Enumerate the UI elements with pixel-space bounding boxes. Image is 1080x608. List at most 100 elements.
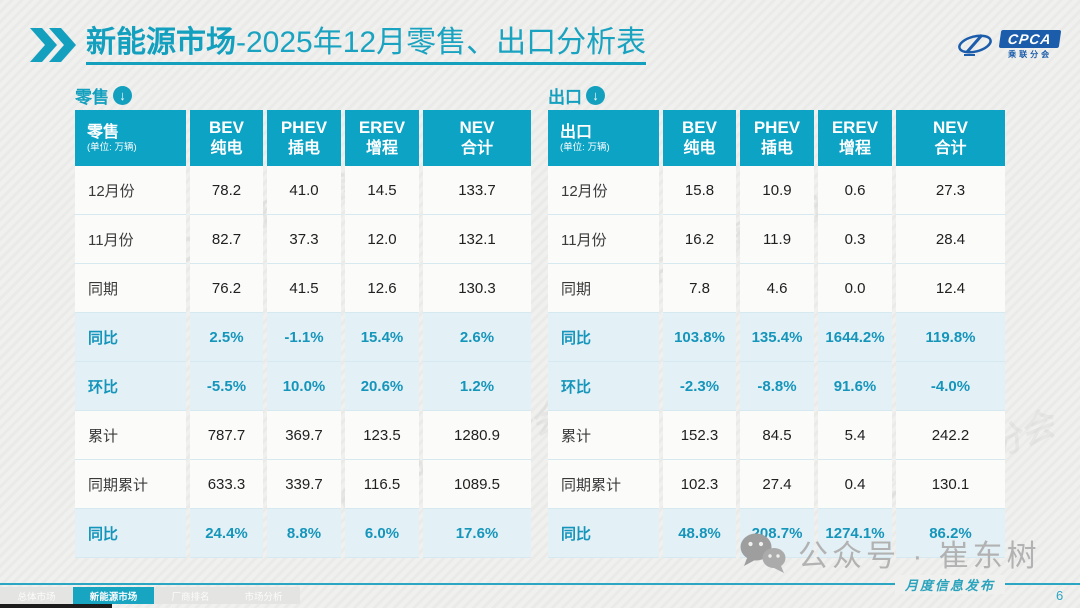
bottom-tab[interactable]: 厂商排名: [171, 591, 210, 603]
double-chevron-icon: [30, 28, 76, 62]
table-cell: 84.5: [740, 411, 814, 460]
table-cell: 0.3: [818, 215, 892, 264]
bottom-tab-bar: 总体市场 新能源市场 厂商排名 市场分析: [0, 587, 300, 604]
cpca-logo-subtext: 乘联分会: [1008, 50, 1053, 59]
table-header-row: 零售 (单位: 万辆) BEV 纯电 PHEV 插电 EREV 增程 NEV 合计: [75, 110, 531, 166]
row-label: 环比: [75, 362, 186, 411]
table-cell: -1.1%: [267, 313, 341, 362]
row-label: 同比: [75, 509, 186, 558]
column-abbr: EREV: [358, 118, 406, 138]
table-cell: 5.4: [818, 411, 892, 460]
table-cell: 10.0%: [267, 362, 341, 411]
wechat-account-text: 公众号 · 崔东树: [798, 540, 1041, 573]
tables-row: 零售 ↓ 零售 (单位: 万辆) BEV 纯电 PHEV 插电 EREV 增程 NEV 合计 12月…: [75, 84, 1005, 558]
table-cell: 133.7: [423, 166, 531, 215]
column-header-cell: PHEV 插电: [267, 110, 341, 166]
row-label: 同比: [75, 313, 186, 362]
column-name-cn: 合计: [934, 139, 967, 157]
table-cell: 12.4: [896, 264, 1005, 313]
table-cell: 15.4%: [345, 313, 419, 362]
table-cell: 41.0: [267, 166, 341, 215]
table-cell: -4.0%: [896, 362, 1005, 411]
row-label: 11月份: [75, 215, 186, 264]
table-row: 同期累计 102.3 27.4 0.4 130.1: [548, 460, 1005, 509]
slide-header: 新能源市场-2025年12月零售、出口分析表 CPCA 乘联分会: [30, 26, 1062, 65]
retail-section-label: 零售: [75, 87, 109, 107]
column-name-cn: 插电: [760, 139, 793, 157]
table-cell: 1089.5: [423, 460, 531, 509]
wechat-account-row: 公众号 · 崔东树: [738, 531, 1041, 575]
table-cell: 787.7: [190, 411, 263, 460]
export-table: 出口 (单位: 万辆) BEV 纯电 PHEV 插电 EREV 增程 NEV 合计 12月份 15.8…: [548, 110, 1005, 558]
table-unit-label: (单位: 万辆): [560, 141, 610, 153]
table-row: 12月份 15.8 10.9 0.6 27.3: [548, 166, 1005, 215]
table-cell: 116.5: [345, 460, 419, 509]
export-table-section: 出口 ↓ 出口 (单位: 万辆) BEV 纯电 PHEV 插电 EREV 增程 NEV 合计 12月…: [548, 84, 1005, 558]
table-cell: 130.1: [896, 460, 1005, 509]
column-abbr: BEV: [682, 118, 717, 138]
cpca-swoosh-icon: [958, 34, 993, 56]
table-row: 同期 76.2 41.5 12.6 130.3: [75, 264, 531, 313]
publish-label: 月度信息发布: [895, 575, 1006, 594]
table-cell: 24.4%: [190, 509, 263, 558]
table-row: 12月份 78.2 41.0 14.5 133.7: [75, 166, 531, 215]
column-header-cell: EREV 增程: [818, 110, 892, 166]
bottom-tab[interactable]: 新能源市场: [73, 587, 154, 604]
table-cell: -2.3%: [663, 362, 736, 411]
table-row: 环比 -2.3% -8.8% 91.6% -4.0%: [548, 362, 1005, 411]
table-corner-cell: 零售 (单位: 万辆): [75, 110, 186, 166]
table-cell: 130.3: [423, 264, 531, 313]
table-cell: 119.8%: [896, 313, 1005, 362]
table-cell: 0.6: [818, 166, 892, 215]
retail-table-section: 零售 ↓ 零售 (单位: 万辆) BEV 纯电 PHEV 插电 EREV 增程 NEV 合计 12月…: [75, 84, 531, 558]
retail-section-head: 零售 ↓: [75, 84, 531, 107]
table-cell: 1274.1%: [818, 509, 892, 558]
table-cell: 152.3: [663, 411, 736, 460]
row-label: 11月份: [548, 215, 659, 264]
column-abbr: NEV: [459, 118, 495, 138]
bottom-tab[interactable]: 总体市场: [17, 591, 56, 603]
column-abbr: BEV: [209, 118, 244, 138]
table-cell: 7.8: [663, 264, 736, 313]
row-label: 同比: [548, 509, 659, 558]
table-cell: 28.4: [896, 215, 1005, 264]
column-abbr: PHEV: [753, 118, 801, 138]
wechat-icon: [740, 533, 786, 573]
table-row: 11月份 82.7 37.3 12.0 132.1: [75, 215, 531, 264]
table-row: 累计 152.3 84.5 5.4 242.2: [548, 411, 1005, 460]
table-cell: 0.4: [818, 460, 892, 509]
bottom-tab[interactable]: 市场分析: [244, 591, 283, 603]
export-section-label: 出口: [548, 87, 582, 107]
footer-divider: [0, 583, 1080, 585]
table-row: 同比 48.8% 208.7% 1274.1% 86.2%: [548, 509, 1005, 558]
table-cell: 82.7: [190, 215, 263, 264]
table-cell: 27.4: [740, 460, 814, 509]
table-cell: 135.4%: [740, 313, 814, 362]
table-cell: 2.5%: [190, 313, 263, 362]
column-name-cn: 增程: [365, 139, 398, 157]
retail-table: 零售 (单位: 万辆) BEV 纯电 PHEV 插电 EREV 增程 NEV 合计 12月份 78.2…: [75, 110, 531, 558]
table-cell: 633.3: [190, 460, 263, 509]
column-header-cell: NEV 合计: [423, 110, 531, 166]
table-cell: 0.0: [818, 264, 892, 313]
column-name-cn: 插电: [287, 139, 320, 157]
table-row: 同比 103.8% 135.4% 1644.2% 119.8%: [548, 313, 1005, 362]
column-abbr: NEV: [933, 118, 968, 138]
table-cell: 17.6%: [423, 509, 531, 558]
table-cell: 6.0%: [345, 509, 419, 558]
column-name-cn: 纯电: [210, 139, 243, 157]
table-row: 累计 787.7 369.7 123.5 1280.9: [75, 411, 531, 460]
table-cell: 8.8%: [267, 509, 341, 558]
cpca-logo-text: CPCA: [999, 30, 1062, 48]
export-section-head: 出口 ↓: [548, 84, 1005, 107]
table-row: 环比 -5.5% 10.0% 20.6% 1.2%: [75, 362, 531, 411]
page-title: 新能源市场-2025年12月零售、出口分析表: [86, 26, 647, 65]
column-header-cell: BEV 纯电: [663, 110, 736, 166]
table-corner-cell: 出口 (单位: 万辆): [548, 110, 659, 166]
table-cell: 27.3: [896, 166, 1005, 215]
page-title-secondary: -2025年12月零售、出口分析表: [236, 26, 647, 59]
down-arrow-icon: ↓: [113, 85, 132, 105]
column-name-cn: 合计: [460, 139, 493, 157]
table-cell: 1644.2%: [818, 313, 892, 362]
